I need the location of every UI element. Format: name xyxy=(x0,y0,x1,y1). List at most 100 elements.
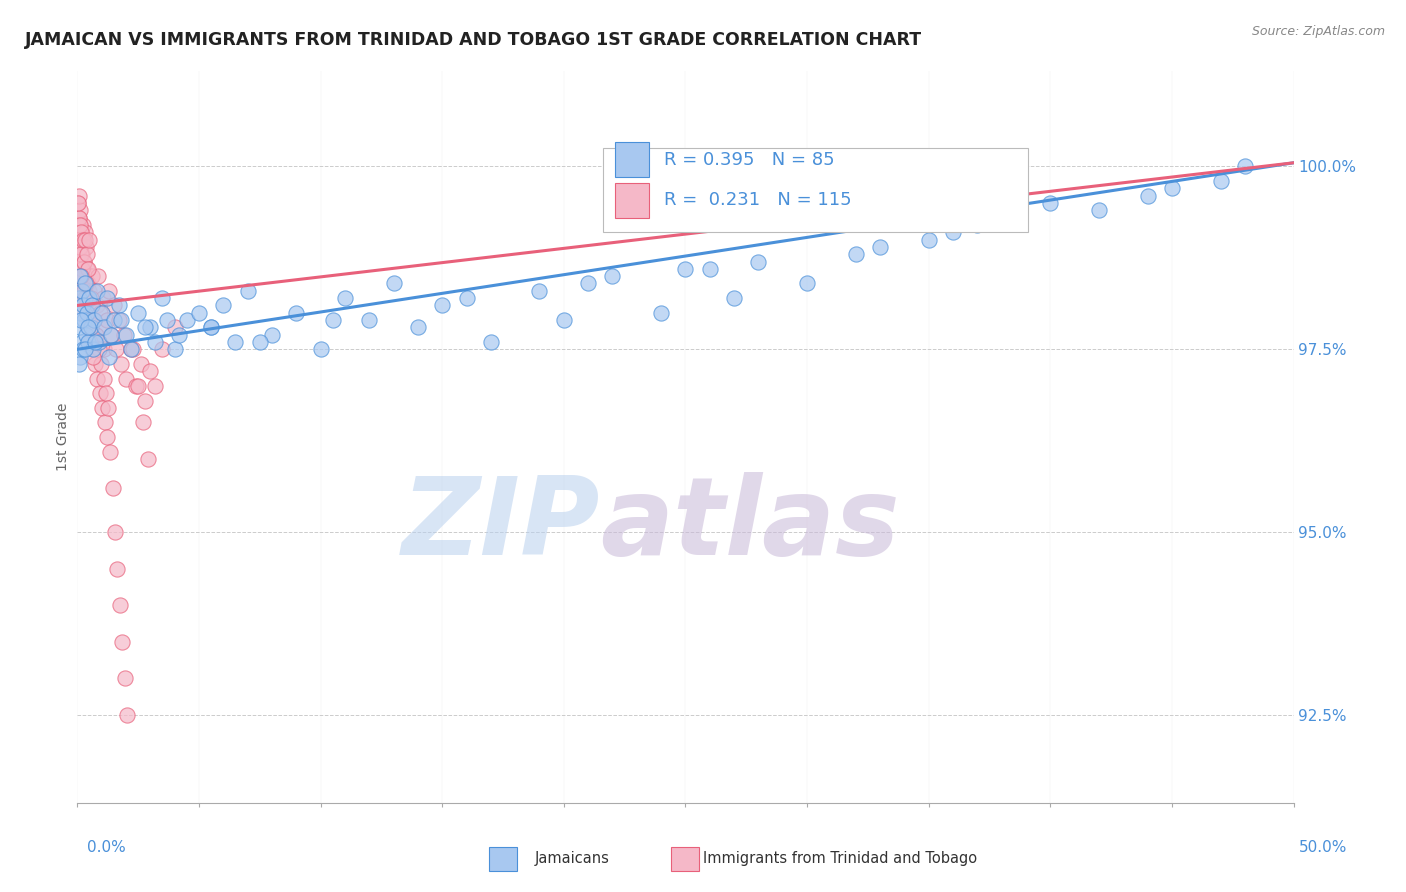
Point xyxy=(70,269,93,284)
Text: JAMAICAN VS IMMIGRANTS FROM TRINIDAD AND TOBAGO 1ST GRADE CORRELATION CHART: JAMAICAN VS IMMIGRANTS FROM TRINIDAD AND… xyxy=(25,31,922,49)
Point xyxy=(675,261,697,276)
Point xyxy=(83,357,105,371)
Point xyxy=(129,357,152,371)
Point xyxy=(82,350,104,364)
Point xyxy=(747,254,769,268)
Point xyxy=(70,225,93,239)
Point xyxy=(73,254,96,268)
Point xyxy=(152,343,174,357)
Point xyxy=(136,452,159,467)
Point xyxy=(322,313,344,327)
Point xyxy=(77,334,100,349)
Point xyxy=(156,313,179,327)
Point xyxy=(115,327,138,342)
Point xyxy=(224,334,246,349)
Point xyxy=(176,313,198,327)
Point xyxy=(80,269,103,284)
Point xyxy=(103,313,125,327)
Point xyxy=(79,291,101,305)
Point xyxy=(86,298,108,312)
Point xyxy=(77,261,100,276)
Point xyxy=(80,298,103,312)
Text: Source: ZipAtlas.com: Source: ZipAtlas.com xyxy=(1251,25,1385,38)
Point xyxy=(76,320,98,334)
Point xyxy=(382,277,405,291)
Point xyxy=(70,254,93,268)
Point xyxy=(70,284,93,298)
Point xyxy=(110,313,132,327)
Point xyxy=(69,313,91,327)
Point xyxy=(69,350,91,364)
Point xyxy=(143,379,166,393)
Point xyxy=(67,188,90,202)
Point xyxy=(79,334,101,349)
Point xyxy=(67,233,90,247)
Point xyxy=(91,401,114,415)
Point xyxy=(82,313,104,327)
Point xyxy=(139,320,162,334)
Point xyxy=(97,350,120,364)
Point xyxy=(152,291,174,305)
Point xyxy=(84,327,107,342)
Point xyxy=(67,225,90,239)
Point xyxy=(285,306,308,320)
Point xyxy=(69,269,91,284)
Point xyxy=(1088,203,1111,218)
Y-axis label: 1st Grade: 1st Grade xyxy=(56,403,70,471)
Point xyxy=(83,284,105,298)
Point xyxy=(69,269,91,284)
Point xyxy=(69,233,91,247)
Point xyxy=(83,313,105,327)
Point xyxy=(236,284,259,298)
Point xyxy=(86,371,108,385)
Point xyxy=(72,261,94,276)
Point xyxy=(67,247,90,261)
Point xyxy=(163,343,186,357)
Point xyxy=(1233,160,1256,174)
FancyBboxPatch shape xyxy=(614,183,650,218)
Point xyxy=(966,218,988,232)
Point xyxy=(529,284,551,298)
Point xyxy=(73,254,96,268)
Point xyxy=(67,196,90,211)
Point xyxy=(120,343,142,357)
Point xyxy=(93,343,115,357)
Point xyxy=(430,298,453,312)
Point xyxy=(75,343,97,357)
FancyBboxPatch shape xyxy=(614,143,650,178)
Text: 0.0%: 0.0% xyxy=(87,840,127,855)
Point xyxy=(120,343,142,357)
Point xyxy=(309,343,332,357)
Point xyxy=(100,327,122,342)
Point xyxy=(80,298,103,312)
Point xyxy=(89,386,111,401)
Point xyxy=(990,211,1012,225)
Point xyxy=(699,261,721,276)
Point xyxy=(132,416,155,430)
Point xyxy=(127,379,149,393)
Point xyxy=(70,247,93,261)
Point xyxy=(333,291,356,305)
Point xyxy=(89,334,111,349)
Point xyxy=(73,277,96,291)
Point xyxy=(70,334,93,349)
Point xyxy=(87,269,110,284)
Point xyxy=(93,320,115,334)
Point xyxy=(83,334,105,349)
Point xyxy=(111,635,134,649)
Point xyxy=(359,313,381,327)
Point xyxy=(86,284,108,298)
Point xyxy=(67,291,90,305)
Point xyxy=(1161,181,1184,195)
Text: Jamaicans: Jamaicans xyxy=(534,851,609,865)
Point xyxy=(67,277,90,291)
Point xyxy=(94,386,117,401)
Point xyxy=(100,327,122,342)
Point xyxy=(73,233,96,247)
Point xyxy=(70,225,93,239)
Point xyxy=(75,269,97,284)
Point xyxy=(104,525,127,540)
Point xyxy=(89,334,111,349)
Point xyxy=(845,247,868,261)
Point xyxy=(67,306,90,320)
